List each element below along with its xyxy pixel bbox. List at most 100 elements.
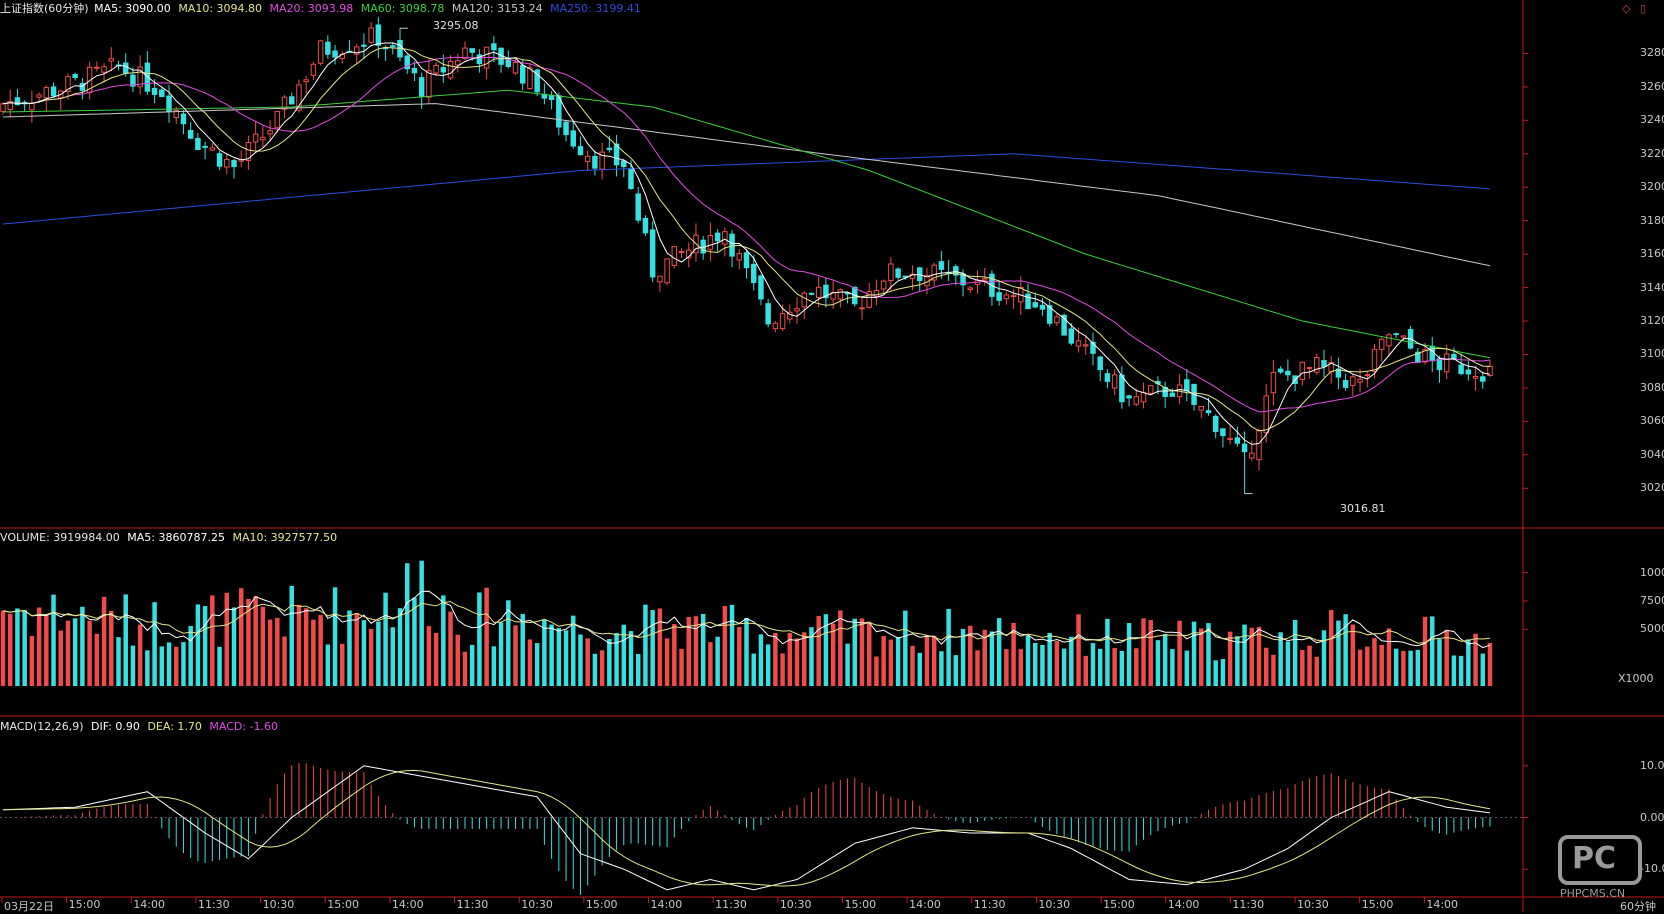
volume-bar xyxy=(325,644,331,686)
volume-bar xyxy=(1054,641,1060,686)
candle-body xyxy=(14,97,21,106)
volume-bar xyxy=(404,563,410,686)
candle-body xyxy=(252,133,259,143)
candle-body xyxy=(664,258,670,284)
candle-body xyxy=(794,308,800,312)
volume-bar xyxy=(1162,634,1168,686)
volume-bar xyxy=(72,618,78,686)
volume-bar xyxy=(332,587,338,686)
volume-bar xyxy=(1285,641,1291,686)
candle-body xyxy=(491,43,497,51)
volume-bar xyxy=(1480,653,1486,686)
candle-body xyxy=(1422,349,1428,363)
axis-tick-label: 10000 xyxy=(1640,565,1664,579)
volume-bar xyxy=(1379,644,1384,686)
candle-body xyxy=(707,234,714,250)
axis-tick-label: 3140 xyxy=(1640,280,1664,294)
low-annotation: 3016.81 xyxy=(1340,502,1386,515)
volume-bar xyxy=(1473,633,1478,686)
volume-bar xyxy=(1220,659,1226,686)
candle-body xyxy=(649,229,656,278)
macd-title: MACD(12,26,9) xyxy=(0,720,84,733)
volume-bar xyxy=(448,611,453,686)
candle-body xyxy=(50,86,57,97)
candle-body xyxy=(151,87,158,95)
candle-body xyxy=(368,27,374,43)
axis-tick-label: 3080 xyxy=(1640,380,1664,394)
candle-body xyxy=(29,102,35,111)
diamond-icon[interactable]: ◇ xyxy=(1622,2,1631,15)
volume-bar xyxy=(181,642,186,686)
volume-bar xyxy=(202,606,208,686)
volume-bar xyxy=(628,631,634,686)
candle-body xyxy=(801,292,807,308)
volume-bar xyxy=(1336,620,1341,686)
volume-bar xyxy=(542,619,547,686)
candle-body xyxy=(823,284,829,299)
candle-body xyxy=(390,45,396,48)
candle-body xyxy=(1472,375,1479,379)
volume-bar xyxy=(722,605,728,686)
candle-body xyxy=(202,145,208,148)
candle-body xyxy=(953,266,959,276)
candle-body xyxy=(447,60,454,79)
candle-body xyxy=(426,70,432,98)
axis-tick-label: 3260 xyxy=(1640,79,1664,93)
axis-tick-label: 5000 xyxy=(1640,622,1664,636)
axis-tick-label: 3240 xyxy=(1640,113,1664,127)
volume-bar xyxy=(1105,618,1110,686)
volume-bar xyxy=(260,606,266,686)
volume-bar xyxy=(1300,650,1305,686)
volume-bar xyxy=(390,627,396,686)
candle-body xyxy=(1393,333,1399,336)
volume-bar xyxy=(866,621,872,686)
axis-tick-label: 3180 xyxy=(1640,213,1664,227)
candle-body xyxy=(787,311,793,320)
axis-tick-label: 3160 xyxy=(1640,247,1664,261)
candle-body xyxy=(0,103,6,112)
ma250-line xyxy=(2,153,1491,225)
candle-body xyxy=(159,89,165,98)
volume-bar xyxy=(1170,649,1175,686)
candle-body xyxy=(1068,328,1075,344)
candle-body xyxy=(101,66,107,73)
candle-body xyxy=(1119,374,1125,403)
volume-bar xyxy=(1350,624,1356,686)
candle-body xyxy=(1458,364,1464,375)
period-label[interactable]: 60分钟 xyxy=(1620,900,1656,913)
candle-body xyxy=(592,155,598,169)
volume-bar xyxy=(953,655,959,686)
scroll-icon[interactable]: ▯ xyxy=(1640,2,1647,15)
candle-body xyxy=(815,286,822,299)
volume-bar xyxy=(383,592,388,686)
volume-bar xyxy=(549,624,554,686)
volume-bar xyxy=(361,620,367,686)
volume-ma5-label: MA5: 3860787.25 xyxy=(127,531,225,544)
candle-body xyxy=(130,74,136,87)
candle-body xyxy=(418,77,425,98)
volume-bar xyxy=(816,615,821,686)
volume-bar xyxy=(989,631,995,686)
candle-body xyxy=(137,66,143,88)
volume-bar xyxy=(700,613,706,686)
candle-body xyxy=(1075,340,1082,347)
volume-bar xyxy=(1126,623,1132,686)
volume-bar xyxy=(664,638,670,686)
candle-body xyxy=(1133,396,1140,405)
candle-body xyxy=(289,96,295,105)
axis-tick-label: 7500 xyxy=(1640,594,1664,607)
candle-body xyxy=(195,138,201,151)
candle-body xyxy=(1220,428,1226,437)
candle-body xyxy=(1234,437,1241,444)
ma5-label: MA5: 3090.00 xyxy=(94,2,171,15)
candle-body xyxy=(43,87,50,99)
time-tick-label: 03月22日 xyxy=(4,900,54,913)
volume-bar xyxy=(1155,640,1161,686)
volume-bar xyxy=(1408,650,1413,686)
volume-bar xyxy=(852,618,858,686)
candle-body xyxy=(122,62,129,74)
volume-bar xyxy=(441,595,446,686)
candle-body xyxy=(1198,406,1204,411)
candle-body xyxy=(1111,374,1118,389)
